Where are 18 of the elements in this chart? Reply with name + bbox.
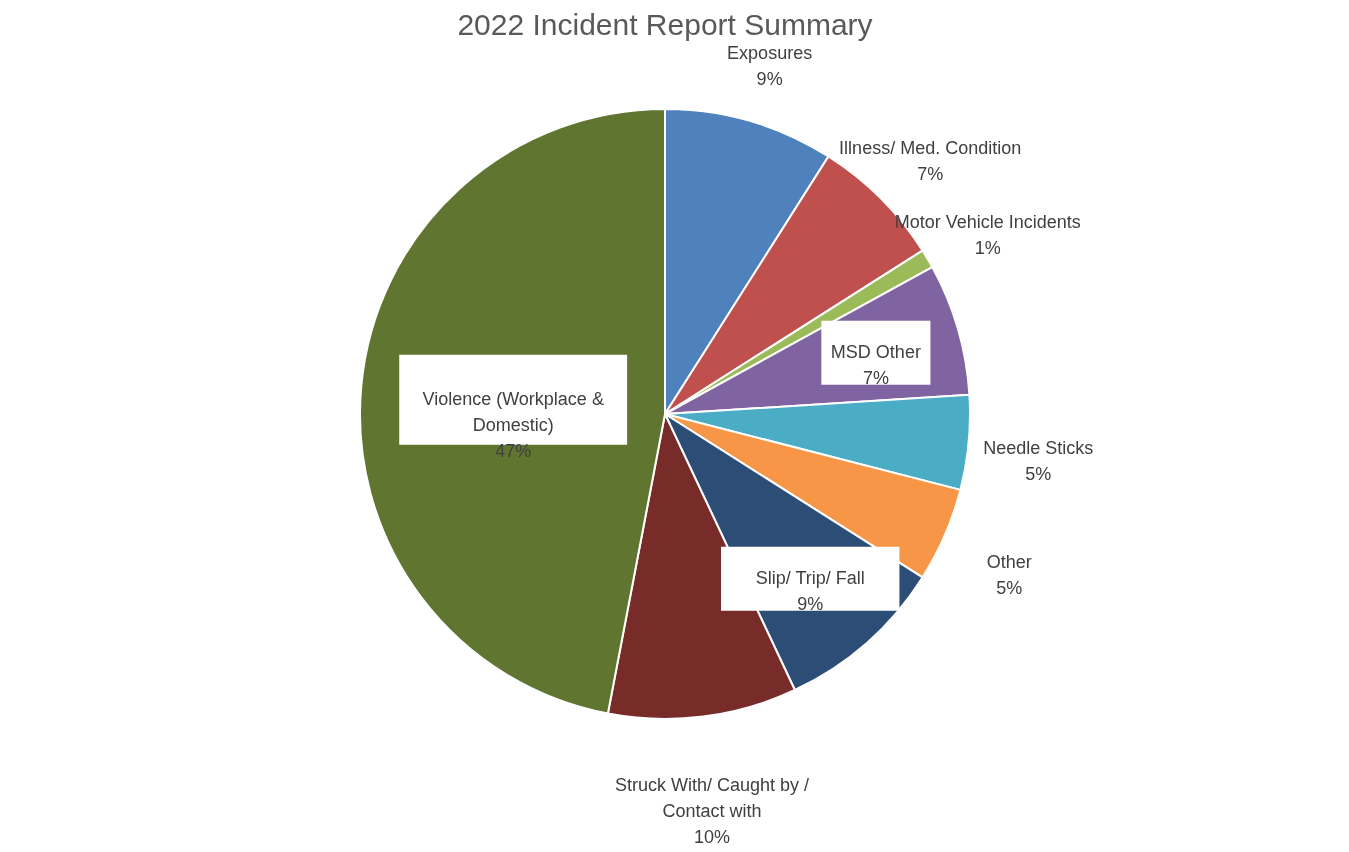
slice-label: Violence (Workplace & Domestic): [422, 388, 604, 435]
slice-label: MSD Other: [830, 341, 921, 362]
slice-label: Slip/ Trip/ Fall: [755, 567, 865, 588]
slice-label: Other: [986, 551, 1032, 572]
chart-title: 2022 Incident Report Summary: [457, 7, 873, 41]
data-label: 7%: [917, 163, 944, 184]
data-label: 9%: [797, 593, 824, 614]
slice-label: Struck With/ Caught by / Contact with: [614, 775, 810, 822]
slice-label: Needle Sticks: [983, 438, 1094, 459]
data-label: 10%: [693, 827, 731, 848]
data-label: 5%: [1025, 464, 1052, 485]
data-label: 9%: [756, 68, 783, 89]
data-label: 1%: [974, 238, 1001, 259]
slice-label: Exposures: [727, 42, 813, 63]
data-label: 5%: [996, 577, 1023, 598]
data-label: 7%: [862, 367, 889, 388]
data-label: 47%: [495, 440, 532, 461]
slice-label: Illness/ Med. Condition: [839, 137, 1022, 158]
